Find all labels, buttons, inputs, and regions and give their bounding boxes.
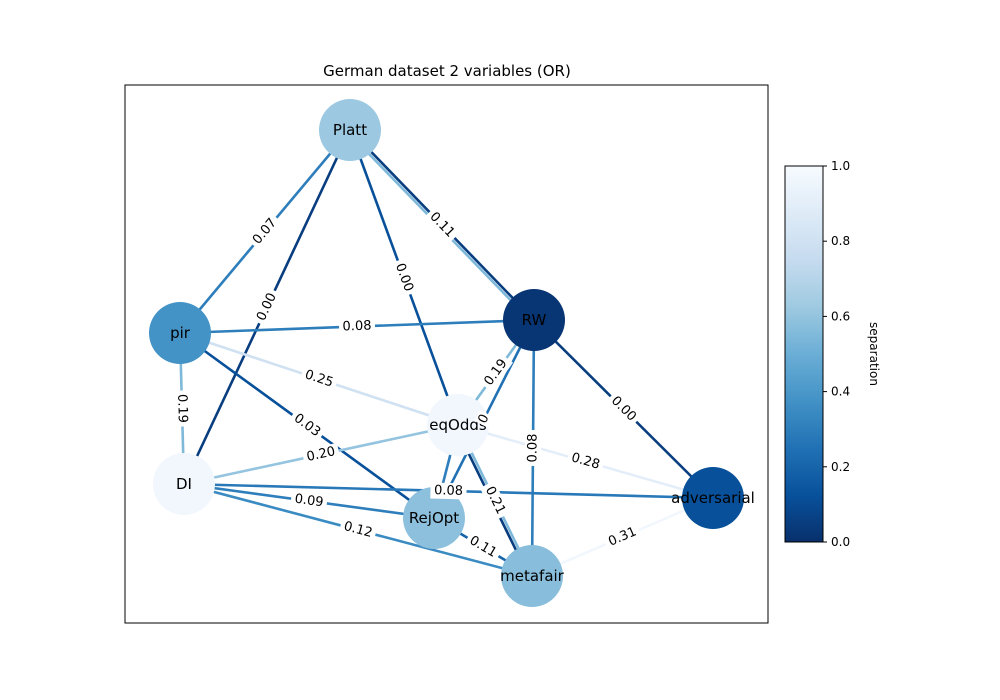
node-label-pir: pir bbox=[170, 324, 191, 342]
edge-label-bg bbox=[338, 517, 378, 543]
edge-label-bg bbox=[565, 448, 606, 475]
edge-labels-layer: 0.07 0.110.000.000.080.250.190.030.000.19… bbox=[173, 206, 643, 564]
colorbar-tick-label: 0.6 bbox=[831, 309, 850, 323]
edge-label-bg bbox=[524, 429, 542, 467]
edge-label-text: 0.09 bbox=[294, 492, 325, 511]
edge-label-RW-RejOpt: 0 bbox=[474, 410, 494, 428]
edge-label-bg bbox=[463, 530, 503, 564]
node-label-eqOdds: eqOdds bbox=[429, 416, 487, 434]
edge-label-bg bbox=[287, 408, 327, 443]
node-metafair bbox=[501, 545, 563, 607]
node-label-metafair: metafair bbox=[500, 567, 565, 585]
node-label-Platt: Platt bbox=[333, 121, 367, 139]
edge-label-bg bbox=[247, 212, 283, 251]
colorbar-gradient bbox=[784, 165, 824, 543]
colorbar-tick-label: 0.2 bbox=[831, 460, 850, 474]
edge-label-bg bbox=[602, 522, 643, 552]
node-label-adversarial: adversarial bbox=[671, 489, 755, 507]
edge-label-DI-adversarial: 0.08 bbox=[430, 482, 467, 500]
node-label-RejOpt: RejOpt bbox=[409, 509, 459, 527]
node-Platt bbox=[319, 99, 381, 161]
edge-label-eqOdds-adversarial: 0.28 bbox=[565, 448, 606, 475]
colorbar-tick-label: 0.4 bbox=[831, 385, 850, 399]
node-eqOdds bbox=[427, 394, 489, 456]
edge-label-bg bbox=[430, 482, 467, 500]
node-RejOpt bbox=[403, 487, 465, 549]
edge-label-RW-metafair: 0.08 bbox=[524, 429, 542, 467]
edge-label-text: 0.08 bbox=[434, 483, 463, 499]
edge-label-bg bbox=[479, 480, 511, 521]
edge-label-bg bbox=[605, 390, 642, 428]
edge-label-bg bbox=[301, 442, 341, 467]
edge-label-bg bbox=[478, 353, 514, 392]
edge-label-bg bbox=[252, 287, 282, 327]
node-label-DI: DI bbox=[176, 475, 192, 493]
colorbar: 0.0 0.2 0.4 0.6 0.8 1.0 separation bbox=[784, 159, 881, 549]
edge-label-text: 0.08 bbox=[342, 318, 371, 334]
edge-label-bg bbox=[338, 317, 376, 336]
edge-label-text: 0.08 bbox=[525, 433, 540, 462]
edge-label-metafair-adversarial: 0.31 bbox=[602, 522, 643, 552]
edge-label-pir-RW: 0.08 bbox=[338, 317, 376, 336]
edge-label-eqOdds-DI: 0.20 bbox=[301, 442, 341, 467]
colorbar-tick-label: 0.8 bbox=[831, 234, 850, 248]
node-pir bbox=[149, 302, 211, 364]
edge-label-bg bbox=[474, 410, 494, 428]
edge-label-bg bbox=[423, 206, 461, 244]
node-RW bbox=[503, 289, 565, 351]
colorbar-tick-label: 1.0 bbox=[831, 159, 850, 173]
edge-label-Platt-pir: 0.07 bbox=[247, 212, 283, 251]
nodes-layer: Platt RW pir eqOdds DI RejOpt metafair adversar… bbox=[149, 99, 755, 607]
colorbar-ticks: 0.0 0.2 0.4 0.6 0.8 1.0 bbox=[823, 159, 850, 549]
plot-title: German dataset 2 variables (OR) bbox=[323, 62, 571, 80]
node-label-RW: RW bbox=[522, 311, 547, 329]
edge-label-bg bbox=[173, 390, 191, 427]
node-DI bbox=[153, 453, 215, 515]
edge-label-text: 0.19 bbox=[174, 394, 190, 423]
edge-label-pir-DI: 0.19 bbox=[173, 390, 191, 427]
edge-label-text: 0.12 bbox=[342, 519, 374, 541]
edge-label-DI-RejOpt: 0.09 bbox=[290, 490, 328, 512]
edge-label-bg bbox=[299, 365, 339, 393]
edge-label-bg bbox=[390, 257, 418, 298]
edge-label-text: 0.20 bbox=[305, 444, 336, 465]
node-adversarial bbox=[682, 467, 744, 529]
colorbar-tick-label: 0.0 bbox=[831, 535, 850, 549]
colorbar-label: separation bbox=[867, 322, 881, 386]
edge-label-DI-metafair: 0.12 bbox=[338, 517, 378, 543]
edge-label-bg bbox=[290, 490, 328, 512]
